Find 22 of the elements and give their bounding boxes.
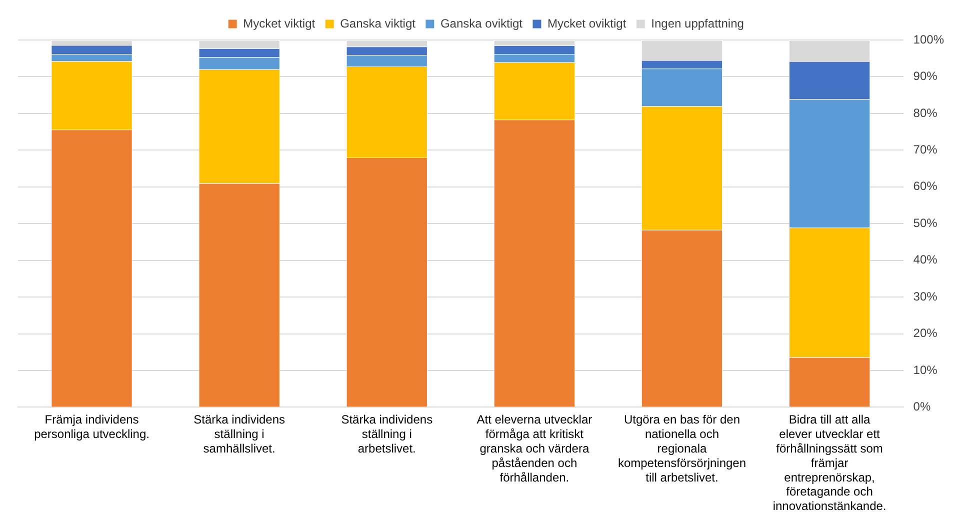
y-tick-label: 0% [913,400,931,414]
y-tick-label: 90% [913,69,938,84]
x-tick-label: Främja individens personliga utveckling. [34,412,150,442]
y-tick-label: 20% [913,326,938,340]
y-tick-label: 100% [913,32,944,46]
y-tick-label: 30% [913,289,938,304]
x-tick-label: Att eleverna utvecklar förmåga att kritiskt granska och värdera påståenden och förhållanden. [476,412,592,484]
y-tick-label: 70% [913,142,938,156]
x-tick-label: Utgöra en bas för den nationella och regionala kompetensförsörjningen till arbetslivet. [618,412,746,484]
y-tick-label: 50% [913,216,938,230]
x-tick-label: Stärka individens ställning i arbetslivet. [341,412,433,456]
legend-label: Mycket oviktigt [547,16,627,30]
x-tick-label: Bidra till att alla elever utvecklar ett förhållningssätt som främjar entreprenörskap, företagande och innovationstänkande. [772,412,886,514]
x-tick-label: Stärka individens ställning i samhällslivet. [194,412,286,456]
y-tick-label: 10% [913,362,938,377]
legend-label: Ganska oviktigt [440,16,524,30]
y-tick-label: 80% [913,106,938,120]
legend-label: Mycket viktigt [243,16,316,30]
legend-label: Ingen uppfattning [651,16,744,30]
y-tick-label: 40% [913,252,938,267]
legend-label: Ganska viktigt [340,16,416,30]
y-tick-label: 60% [913,179,938,194]
